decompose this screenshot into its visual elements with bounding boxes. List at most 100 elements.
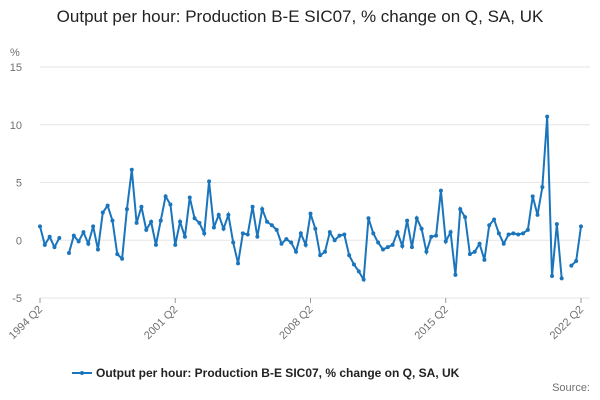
y-tick-label: -5: [12, 293, 22, 305]
point: [52, 245, 57, 250]
point: [81, 230, 86, 235]
point: [463, 215, 468, 220]
y-tick-label: 0: [16, 235, 22, 247]
point: [574, 259, 579, 264]
point: [76, 239, 81, 244]
point: [86, 241, 91, 246]
legend-label: Output per hour: Production B-E SIC07, %…: [96, 366, 460, 380]
point: [545, 114, 550, 119]
point: [182, 234, 187, 239]
point: [506, 232, 511, 237]
point: [163, 194, 168, 199]
point: [366, 216, 371, 221]
point: [57, 235, 62, 240]
point: [129, 167, 134, 172]
point: [487, 223, 492, 228]
point: [42, 242, 47, 247]
legend-marker: [80, 371, 84, 375]
point: [231, 240, 236, 245]
point: [120, 256, 125, 261]
point: [105, 203, 110, 208]
point: [419, 226, 424, 231]
point: [139, 204, 144, 209]
point: [332, 238, 337, 243]
point: [173, 242, 178, 247]
point: [434, 233, 439, 238]
point: [124, 207, 129, 212]
point: [207, 179, 212, 184]
point: [144, 227, 149, 232]
point: [376, 240, 381, 245]
chart-title: Output per hour: Production B-E SIC07, %…: [56, 7, 544, 26]
point: [395, 230, 400, 235]
point: [342, 232, 347, 237]
point: [535, 212, 540, 217]
point: [347, 253, 352, 258]
point: [351, 262, 356, 267]
point: [448, 230, 453, 235]
point: [279, 241, 284, 246]
point: [371, 231, 376, 236]
point: [153, 242, 158, 247]
point: [559, 276, 564, 281]
point: [245, 232, 250, 237]
point: [467, 252, 472, 257]
point: [400, 244, 405, 249]
point: [187, 195, 192, 200]
point: [284, 237, 289, 242]
point: [313, 226, 318, 231]
y-tick-label: 5: [16, 178, 22, 190]
point: [414, 216, 419, 221]
point: [115, 252, 120, 257]
point: [274, 227, 279, 232]
point: [429, 234, 434, 239]
point: [525, 227, 530, 232]
point: [337, 233, 342, 238]
y-tick-label: 15: [10, 62, 22, 74]
point: [298, 231, 303, 236]
point: [501, 241, 506, 246]
point: [91, 224, 96, 229]
point: [221, 226, 226, 231]
point: [550, 274, 555, 279]
point: [511, 231, 516, 236]
point: [318, 253, 323, 258]
point: [240, 231, 245, 236]
point: [197, 220, 202, 225]
point: [540, 185, 545, 190]
point: [168, 202, 173, 207]
point: [47, 234, 52, 239]
point: [380, 247, 385, 252]
point: [294, 249, 299, 254]
point: [453, 272, 458, 277]
point: [211, 225, 216, 230]
point: [110, 218, 115, 223]
point: [521, 231, 526, 236]
point: [482, 257, 487, 262]
point: [443, 239, 448, 244]
point: [492, 217, 497, 222]
point: [192, 216, 197, 221]
point: [458, 207, 463, 212]
point: [38, 224, 42, 229]
point: [100, 210, 105, 215]
point: [554, 222, 559, 227]
point: [255, 234, 260, 239]
point: [308, 211, 313, 216]
point: [477, 241, 482, 246]
point: [260, 207, 265, 212]
point: [303, 242, 308, 247]
x-tick-label: 2015 Q2: [413, 304, 451, 342]
x-tick-label: 2001 Q2: [142, 304, 180, 342]
point: [289, 240, 294, 245]
point: [269, 223, 274, 228]
point: [356, 269, 361, 274]
point: [158, 218, 163, 223]
point: [322, 249, 327, 254]
point: [250, 204, 255, 209]
x-tick-label: 2008 Q2: [277, 304, 315, 342]
point: [579, 224, 583, 229]
series-line: [68, 116, 563, 283]
